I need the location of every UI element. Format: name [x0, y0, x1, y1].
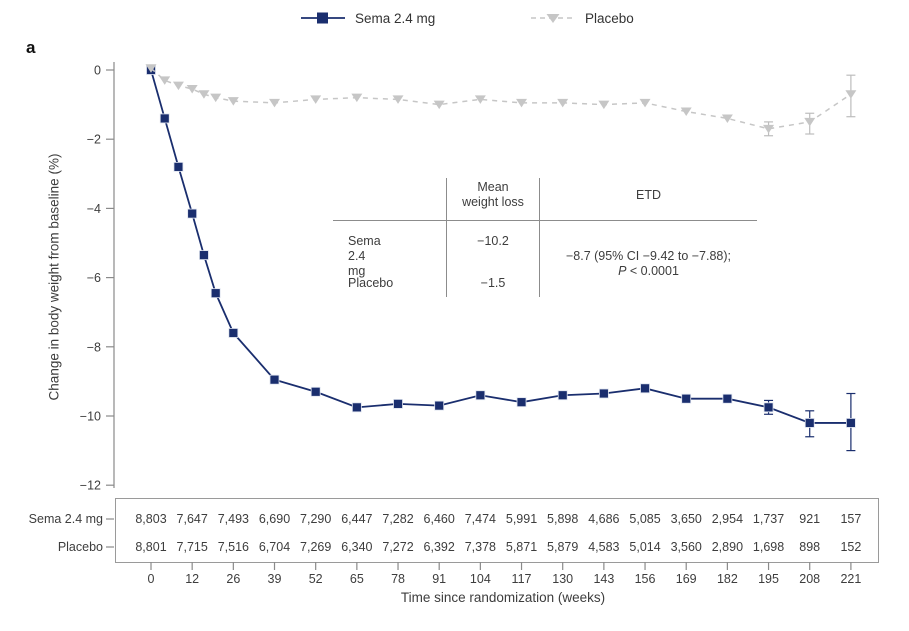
svg-text:6,340: 6,340: [341, 540, 372, 554]
panel-label: a: [26, 38, 36, 57]
inset-etd-value: −8.7 (95% CI −9.42 to −7.88); P < 0.0001: [540, 249, 757, 279]
svg-text:−2: −2: [87, 133, 101, 147]
svg-text:26: 26: [226, 572, 240, 586]
svg-text:7,269: 7,269: [300, 540, 331, 554]
svg-text:1,698: 1,698: [753, 540, 784, 554]
inset-vertical-divider-2: [539, 178, 540, 297]
legend-label-placebo: Placebo: [585, 10, 634, 26]
svg-text:5,991: 5,991: [506, 512, 537, 526]
svg-text:7,474: 7,474: [465, 512, 496, 526]
svg-text:5,898: 5,898: [547, 512, 578, 526]
inset-row-label-placebo: Placebo: [348, 276, 394, 290]
svg-text:3,650: 3,650: [671, 512, 702, 526]
svg-text:5,879: 5,879: [547, 540, 578, 554]
y-axis: 0 −2 −4 −6 −8 −10 −12: [80, 62, 115, 493]
svg-text:−8: −8: [87, 340, 101, 354]
inset-row-label-sema: Sema 2.4 mg: [348, 234, 381, 278]
svg-text:4,686: 4,686: [588, 512, 619, 526]
svg-text:6,690: 6,690: [259, 512, 290, 526]
svg-text:7,715: 7,715: [177, 540, 208, 554]
legend-item-placebo: Placebo: [530, 10, 634, 26]
svg-text:−10: −10: [80, 410, 101, 424]
legend-item-sema: Sema 2.4 mg: [300, 10, 435, 26]
placebo-dashed-triangle-icon: [531, 14, 575, 23]
svg-text:7,516: 7,516: [218, 540, 249, 554]
svg-text:921: 921: [799, 512, 820, 526]
svg-text:143: 143: [593, 572, 614, 586]
inset-header-mean-weight-loss: Mean weight loss: [462, 180, 524, 209]
inset-etd-line2: P < 0.0001: [540, 264, 757, 279]
series-placebo: [145, 64, 857, 137]
svg-text:7,290: 7,290: [300, 512, 331, 526]
svg-text:1,737: 1,737: [753, 512, 784, 526]
inset-value-placebo: −1.5: [480, 276, 506, 290]
svg-text:Sema 2.4 mg: Sema 2.4 mg: [29, 512, 103, 526]
svg-text:52: 52: [309, 572, 323, 586]
svg-text:7,272: 7,272: [382, 540, 413, 554]
svg-text:Placebo: Placebo: [58, 540, 103, 554]
svg-text:65: 65: [350, 572, 364, 586]
svg-text:−4: −4: [87, 202, 101, 216]
svg-text:6,460: 6,460: [424, 512, 455, 526]
svg-text:39: 39: [268, 572, 282, 586]
p-value: < 0.0001: [626, 264, 679, 278]
svg-text:12: 12: [185, 572, 199, 586]
svg-text:7,282: 7,282: [382, 512, 413, 526]
x-axis-title: Time since randomization (weeks): [400, 590, 606, 605]
inset-value-sema: −10.2: [477, 234, 509, 248]
svg-text:208: 208: [799, 572, 820, 586]
svg-text:104: 104: [470, 572, 491, 586]
svg-text:7,647: 7,647: [177, 512, 208, 526]
inset-header-etd: ETD: [636, 188, 661, 202]
svg-text:4,583: 4,583: [588, 540, 619, 554]
svg-text:898: 898: [799, 540, 820, 554]
svg-text:182: 182: [717, 572, 738, 586]
inset-vertical-divider-1: [446, 178, 447, 297]
svg-text:5,085: 5,085: [629, 512, 660, 526]
p-symbol: P: [618, 264, 627, 278]
svg-text:5,871: 5,871: [506, 540, 537, 554]
svg-text:3,560: 3,560: [671, 540, 702, 554]
y-axis-title: Change in body weight from baseline (%): [46, 153, 62, 401]
svg-text:8,801: 8,801: [135, 540, 166, 554]
svg-text:130: 130: [552, 572, 573, 586]
svg-text:6,704: 6,704: [259, 540, 290, 554]
svg-text:78: 78: [391, 572, 405, 586]
svg-text:−12: −12: [80, 479, 101, 493]
svg-text:5,014: 5,014: [629, 540, 660, 554]
svg-text:221: 221: [840, 572, 861, 586]
risk-table: Sema 2.4 mg 8,803 7,647 7,493 6,690 7,290 6,44…: [29, 512, 862, 554]
risk-table-box: [115, 498, 879, 563]
svg-text:0: 0: [148, 572, 155, 586]
svg-text:157: 157: [840, 512, 861, 526]
inset-header-divider: [333, 220, 757, 221]
svg-text:2,954: 2,954: [712, 512, 743, 526]
inset-etd-line1: −8.7 (95% CI −9.42 to −7.88);: [565, 249, 732, 263]
sema-line-square-icon: [301, 12, 345, 24]
svg-text:156: 156: [635, 572, 656, 586]
svg-text:7,378: 7,378: [465, 540, 496, 554]
svg-text:−6: −6: [87, 271, 101, 285]
svg-text:195: 195: [758, 572, 779, 586]
legend-label-sema: Sema 2.4 mg: [355, 10, 436, 26]
svg-text:117: 117: [512, 572, 532, 586]
svg-text:0: 0: [94, 64, 101, 78]
svg-text:7,493: 7,493: [218, 512, 249, 526]
svg-text:6,392: 6,392: [424, 540, 455, 554]
svg-text:152: 152: [840, 540, 861, 554]
svg-text:2,890: 2,890: [712, 540, 743, 554]
svg-text:91: 91: [432, 572, 446, 586]
svg-text:169: 169: [676, 572, 697, 586]
svg-text:6,447: 6,447: [341, 512, 372, 526]
x-axis: 0 12 26 39 52 65 78 91 104 117 130 143 156 169 182 195 2…: [148, 562, 861, 586]
svg-text:8,803: 8,803: [135, 512, 166, 526]
